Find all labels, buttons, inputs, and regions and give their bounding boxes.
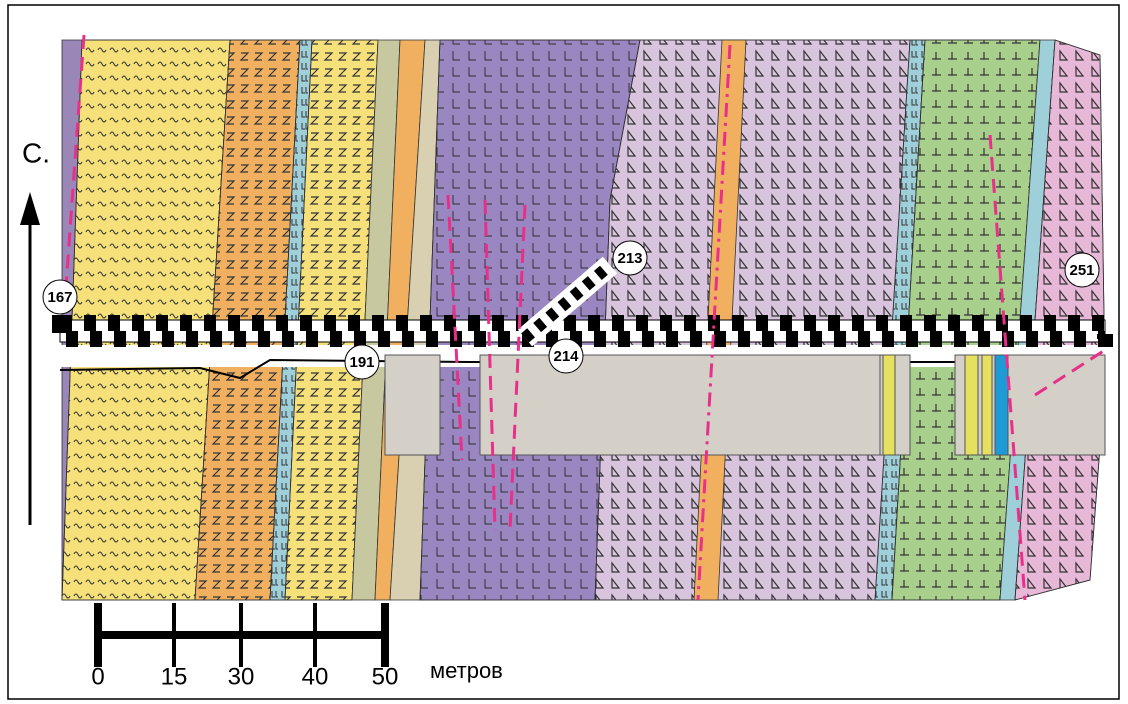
geologic-map: С. 167 191 213 214 251 0 15 30 40 50 метров xyxy=(0,0,1128,704)
page: {"map": {"north_label": "С.", "points": … xyxy=(0,0,1128,704)
scale-label: 40 xyxy=(302,663,329,690)
north-arrow: С. xyxy=(20,137,50,525)
north-label: С. xyxy=(22,137,50,168)
point-label: 251 xyxy=(1069,262,1094,279)
scale-unit: метров xyxy=(430,658,503,683)
scale-label: 0 xyxy=(91,663,104,690)
point-label: 213 xyxy=(617,250,642,267)
point-label: 191 xyxy=(349,354,374,371)
point-label: 167 xyxy=(47,289,72,306)
scale-label: 50 xyxy=(372,663,399,690)
scale-bar: 0 15 30 40 50 метров xyxy=(91,603,503,690)
scale-label: 30 xyxy=(228,663,255,690)
point-label: 214 xyxy=(553,348,579,365)
scale-label: 15 xyxy=(161,663,188,690)
